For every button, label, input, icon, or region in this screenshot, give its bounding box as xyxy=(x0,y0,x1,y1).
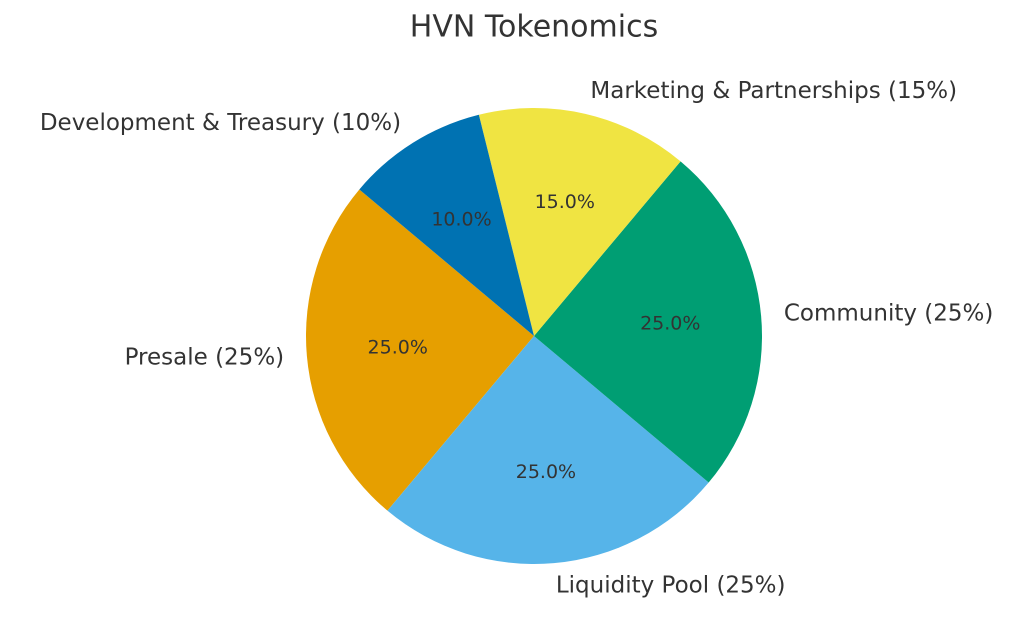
percent-label: 15.0% xyxy=(535,191,595,213)
slice-label: Presale (25%) xyxy=(125,344,285,370)
slice-label: Marketing & Partnerships (15%) xyxy=(590,78,957,104)
pie-slice xyxy=(387,336,709,564)
slice-label: Liquidity Pool (25%) xyxy=(556,572,786,598)
percent-label: 25.0% xyxy=(516,461,576,483)
slice-label: Community (25%) xyxy=(784,301,994,327)
pie-slice xyxy=(306,189,534,511)
chart-title: HVN Tokenomics xyxy=(410,10,658,45)
pie-slice xyxy=(534,161,763,483)
percent-label: 25.0% xyxy=(368,336,428,358)
slice-label: Development & Treasury (10%) xyxy=(40,110,401,136)
pie-slice xyxy=(478,107,681,336)
pie-slice xyxy=(359,114,534,336)
percent-label: 10.0% xyxy=(431,208,491,230)
percent-label: 25.0% xyxy=(640,313,700,335)
